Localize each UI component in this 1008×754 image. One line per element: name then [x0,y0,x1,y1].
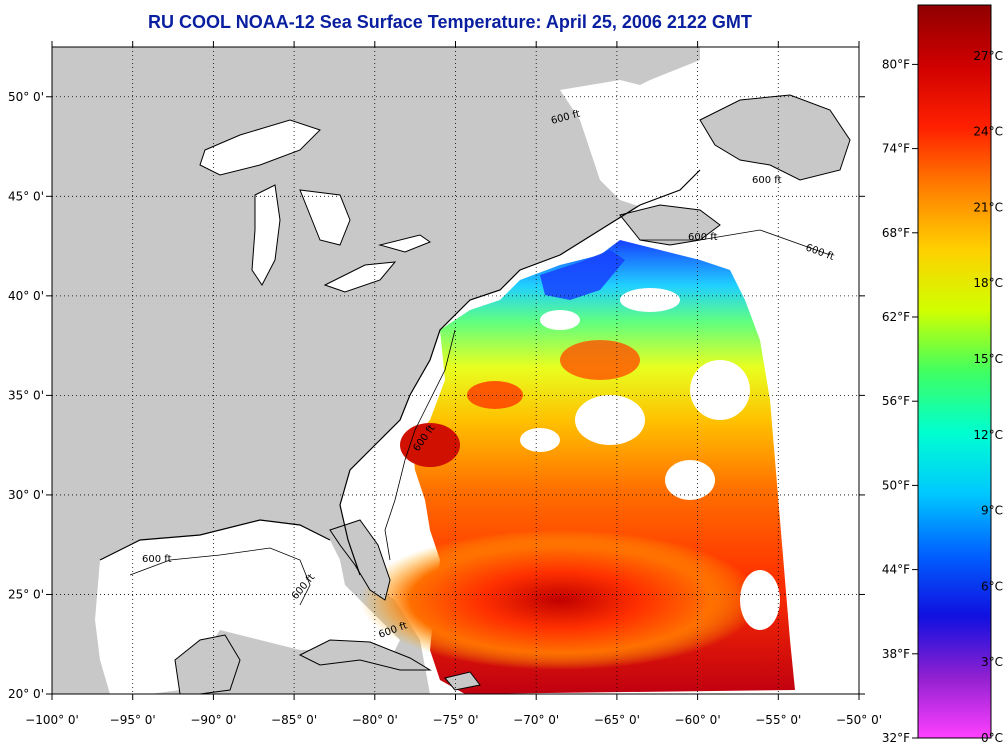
hatteras-eddy [400,423,460,467]
fahrenheit-label: 62°F [882,310,910,324]
lon-tick-label: −100° 0' [25,713,79,727]
fahrenheit-label: 74°F [882,142,910,156]
contour-label: 600 ft [688,232,718,243]
fahrenheit-label: 80°F [882,57,910,71]
lat-tick-label: 25° 0' [8,587,44,601]
lat-tick-label: 20° 0' [8,687,44,701]
lat-tick-label: 45° 0' [8,189,44,203]
lon-tick-label: −70° 0' [513,713,559,727]
celsius-label: 0°C [981,731,1003,745]
lon-tick-label: −90° 0' [190,713,236,727]
lake-erie [323,261,397,293]
celsius-label: 15°C [973,352,1003,366]
lat-tick-label: 50° 0' [8,90,44,104]
celsius-label: 12°C [973,428,1003,442]
cloud-gap [540,310,580,330]
contour-label: 600 ft [142,554,172,565]
cloud-gap [665,460,715,500]
colorbar-scale [917,4,992,739]
yucatan [174,634,241,694]
hispaniola [444,671,481,691]
lake-ontario [378,234,432,253]
cloud-gap [690,360,750,420]
lon-tick-label: −50° 0' [836,713,882,727]
lon-tick-label: −95° 0' [110,713,156,727]
lake-huron [299,189,351,246]
warm-eddy [560,340,640,380]
axis-ticks: −100° 0' −95° 0' −90° 0' −85° 0' −80° 0' −75°… [8,41,882,727]
bathymetry-contour [640,229,831,256]
celsius-label: 18°C [973,276,1003,290]
map-title: RU COOL NOAA-12 Sea Surface Temperature:… [148,12,752,32]
cold-shelf-water [540,250,625,300]
contour-label: 600 ft [752,175,782,186]
fahrenheit-label: 50°F [882,478,910,492]
cloud-gap [575,395,645,445]
celsius-label: 6°C [981,579,1003,593]
gulf-stream-core [360,530,760,670]
bathymetry-contour [384,329,456,561]
fahrenheit-label: 68°F [882,226,910,240]
nova-scotia [619,204,721,246]
gulf-stream-ring [467,381,523,409]
lon-tick-label: −85° 0' [271,713,317,727]
cuba [298,639,432,671]
cloud-gap [520,428,560,452]
lat-tick-label: 40° 0' [8,289,44,303]
lon-tick-label: −55° 0' [755,713,801,727]
lon-tick-label: −65° 0' [594,713,640,727]
bathymetry-contour [129,547,311,606]
graticule [52,47,859,694]
gulf-coastline [99,519,331,561]
fahrenheit-label: 38°F [882,647,910,661]
lat-tick-label: 35° 0' [8,388,44,402]
celsius-label: 3°C [981,655,1003,669]
cloud-gap [740,570,780,630]
fahrenheit-label: 44°F [882,563,910,577]
lon-tick-label: −60° 0' [675,713,721,727]
lat-tick-label: 30° 0' [8,488,44,502]
celsius-label: 24°C [973,125,1003,139]
lon-tick-label: −75° 0' [432,713,478,727]
celsius-label: 9°C [981,504,1003,518]
cloud-gap [620,288,680,312]
celsius-label: 27°C [973,49,1003,63]
gulf-of-mexico [95,520,400,694]
lake-superior [199,119,321,176]
florida [329,519,391,601]
fahrenheit-label: 56°F [882,394,910,408]
celsius-label: 21°C [973,200,1003,214]
coastline [339,169,701,576]
gulf-st-lawrence [560,80,859,270]
lake-michigan [251,184,281,286]
lon-tick-label: −80° 0' [352,713,398,727]
newfoundland [699,94,851,181]
fahrenheit-label: 32°F [882,731,910,745]
